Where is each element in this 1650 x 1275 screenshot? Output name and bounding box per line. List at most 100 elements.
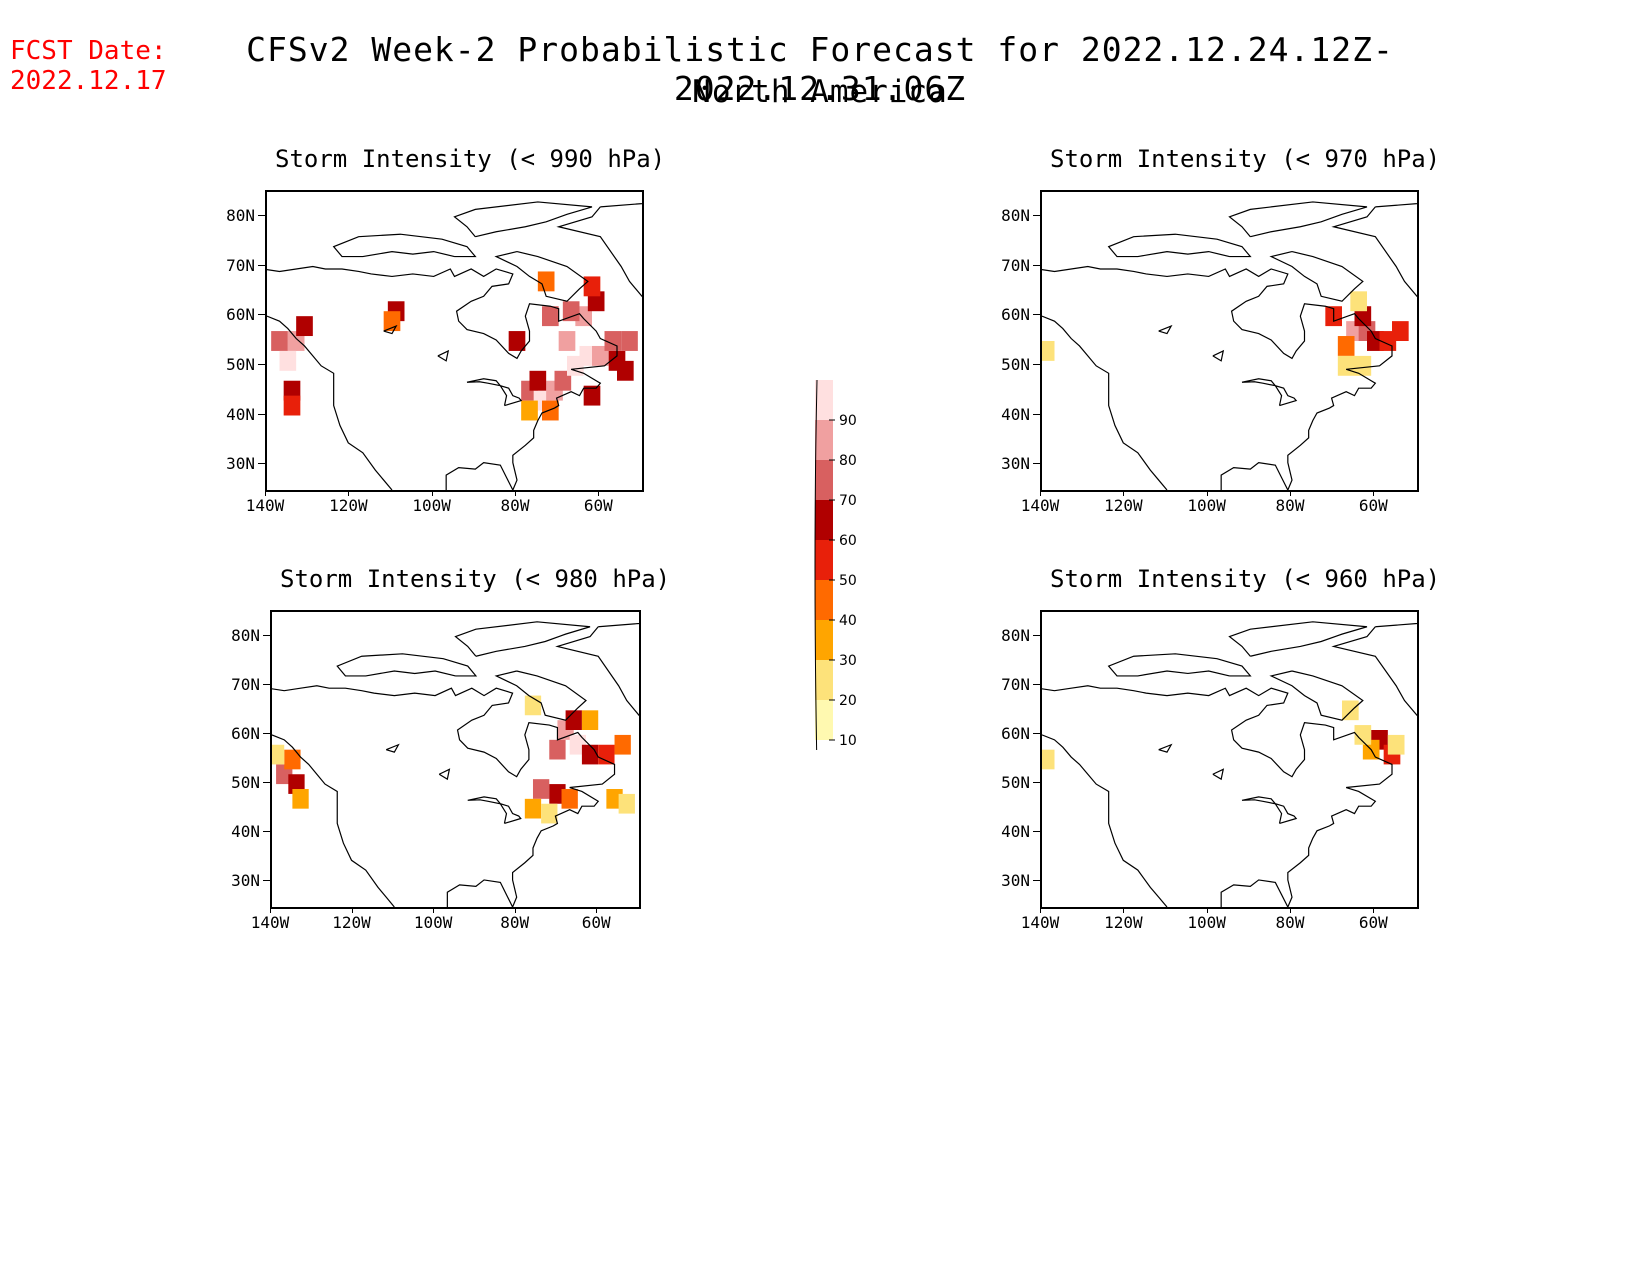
probability-cell: [618, 793, 635, 814]
coastline: [1212, 768, 1225, 781]
probability-cell: [583, 276, 601, 297]
lat-tick: [1033, 782, 1040, 784]
coastline: [1042, 265, 1393, 490]
lon-tick: [515, 490, 516, 496]
lat-tick-label: 70N: [226, 255, 255, 275]
probability-cell: [283, 395, 301, 416]
panel-title: Storm Intensity (< 980 hPa): [280, 565, 671, 593]
colorbar-label: 10: [839, 733, 857, 749]
panel-title: Storm Intensity (< 960 hPa): [1050, 565, 1441, 593]
lat-tick-label: 60N: [231, 723, 260, 743]
lat-tick-label: 30N: [1001, 454, 1030, 474]
colorbar-label: 20: [839, 693, 857, 709]
probability-cell: [617, 360, 634, 381]
coastline: [1042, 685, 1393, 907]
lon-tick: [1040, 907, 1041, 913]
lat-tick: [1033, 732, 1040, 734]
lat-tick: [1033, 264, 1040, 266]
probability-cell: [1387, 734, 1405, 755]
coastline: [267, 265, 618, 490]
lat-tick: [258, 363, 265, 365]
lon-tick-label: 140W: [1020, 913, 1060, 932]
lon-tick-label: 120W: [1104, 913, 1143, 932]
lat-tick-label: 70N: [1001, 255, 1030, 275]
map-canvas: [267, 201, 642, 490]
lon-tick-label: 80W: [1275, 913, 1305, 932]
coastline: [1158, 743, 1173, 753]
lat-tick-label: 70N: [231, 674, 260, 694]
probability-cell: [537, 271, 555, 292]
probability-cell: [554, 370, 572, 391]
probability-cell: [1346, 321, 1363, 341]
probability-cell: [565, 710, 582, 730]
probability-cell: [567, 355, 584, 376]
coastline: [272, 685, 616, 907]
lat-tick-label: 50N: [1001, 354, 1030, 374]
lat-tick-label: 50N: [226, 354, 255, 374]
lat-tick: [263, 732, 270, 734]
coastline: [332, 233, 477, 258]
lat-tick: [263, 634, 270, 636]
lat-tick-label: 80N: [1001, 625, 1030, 645]
probability-cell: [296, 316, 313, 337]
lat-tick: [1033, 634, 1040, 636]
probability-cell: [292, 789, 309, 809]
map-canvas: [1042, 621, 1417, 907]
lon-tick: [1373, 490, 1375, 496]
fcst-date-value: 2022.12.17: [10, 66, 167, 96]
coastline: [272, 734, 395, 907]
lon-tick: [348, 490, 350, 496]
probability-cell: [549, 739, 566, 760]
lon-tick-label: 60W: [581, 913, 611, 932]
probability-cell: [1354, 355, 1372, 376]
lat-tick-label: 80N: [231, 625, 260, 645]
colorbar-label: 60: [839, 533, 857, 549]
probability-cell: [529, 370, 547, 391]
lat-tick: [1033, 463, 1040, 465]
lon-tick: [1123, 907, 1125, 913]
lon-tick: [1290, 490, 1291, 496]
probability-cell: [1337, 355, 1355, 376]
coastline: [1107, 233, 1252, 258]
coastline: [437, 349, 450, 362]
lat-tick-label: 40N: [226, 404, 255, 424]
lat-tick: [263, 880, 270, 882]
coastline: [385, 743, 400, 753]
coastline: [1331, 202, 1417, 298]
lon-tick-label: 100W: [1187, 913, 1226, 932]
coastline: [556, 202, 642, 298]
colorbar-segment: [815, 620, 833, 660]
lon-tick-label: 100W: [1187, 496, 1226, 515]
coastline: [1042, 734, 1168, 907]
lon-tick-label: 60W: [583, 496, 613, 515]
probability-cell: [561, 789, 578, 809]
lat-tick: [263, 782, 270, 784]
lon-tick-label: 120W: [1104, 496, 1143, 515]
probability-cell: [1337, 336, 1355, 356]
probability-cell: [598, 744, 615, 765]
colorbar-label: 90: [839, 413, 857, 429]
lon-tick: [265, 490, 266, 496]
colorbar-segment: [815, 500, 833, 540]
probability-cell: [581, 710, 599, 730]
lon-tick: [1206, 490, 1208, 496]
lat-tick-label: 60N: [1001, 723, 1030, 743]
probability-cell: [276, 764, 293, 785]
lon-tick: [351, 907, 353, 913]
forecast-date-label: FCST Date: 2022.12.17: [10, 36, 167, 96]
lat-tick-label: 50N: [231, 773, 260, 793]
colorbar-segment: [815, 380, 833, 420]
lon-tick: [596, 907, 598, 913]
lon-tick-label: 120W: [332, 913, 371, 932]
lat-tick: [1033, 880, 1040, 882]
lat-tick: [263, 831, 270, 833]
lon-tick-label: 140W: [245, 496, 285, 515]
probability-cell: [271, 331, 288, 351]
lon-tick-label: 60W: [1358, 496, 1388, 515]
coastline: [1269, 670, 1364, 721]
coastline: [1241, 796, 1298, 824]
lon-tick-label: 80W: [500, 496, 530, 515]
lon-tick: [514, 907, 516, 913]
lon-tick: [1206, 907, 1208, 913]
lat-tick-label: 30N: [226, 454, 255, 474]
